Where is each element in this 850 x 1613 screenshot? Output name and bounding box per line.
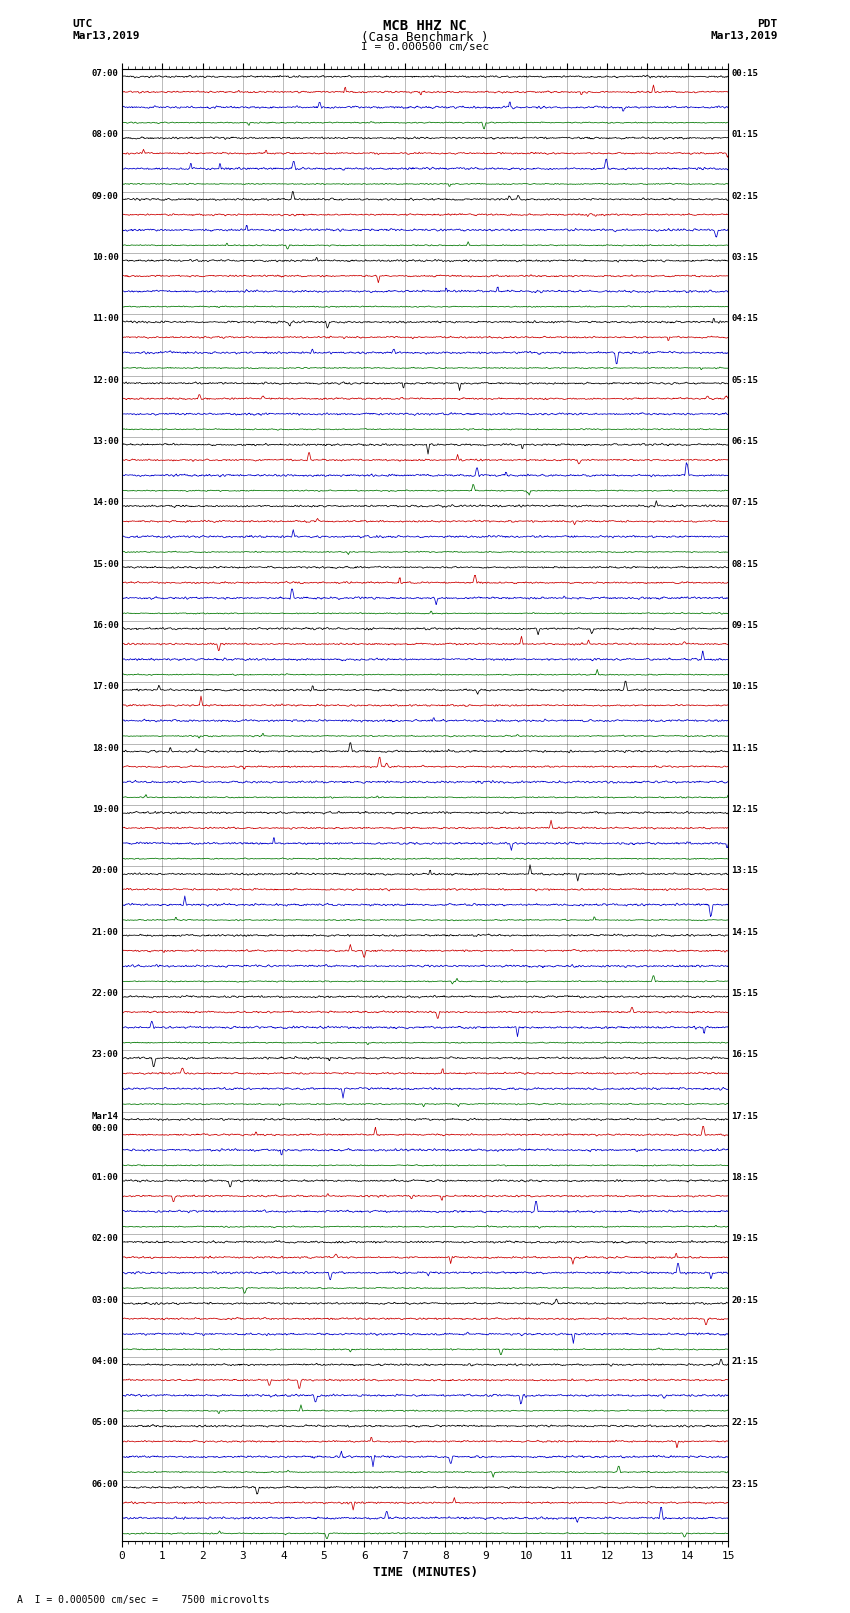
Text: 02:15: 02:15 — [731, 192, 758, 200]
Text: 16:00: 16:00 — [92, 621, 119, 631]
Text: UTC: UTC — [72, 18, 93, 29]
Text: 14:00: 14:00 — [92, 498, 119, 508]
Text: Mar13,2019: Mar13,2019 — [72, 31, 139, 40]
Text: 12:00: 12:00 — [92, 376, 119, 384]
Text: 11:00: 11:00 — [92, 315, 119, 323]
Text: 13:00: 13:00 — [92, 437, 119, 445]
Text: 16:15: 16:15 — [731, 1050, 758, 1060]
Text: 00:15: 00:15 — [731, 69, 758, 77]
Text: 13:15: 13:15 — [731, 866, 758, 876]
Text: 04:00: 04:00 — [92, 1357, 119, 1366]
Text: 15:00: 15:00 — [92, 560, 119, 569]
Text: 20:15: 20:15 — [731, 1295, 758, 1305]
Text: 05:15: 05:15 — [731, 376, 758, 384]
Text: 22:00: 22:00 — [92, 989, 119, 998]
Text: 22:15: 22:15 — [731, 1418, 758, 1428]
Text: 01:15: 01:15 — [731, 131, 758, 139]
Text: 00:00: 00:00 — [92, 1124, 119, 1132]
Text: Mar14: Mar14 — [92, 1111, 119, 1121]
Text: 09:00: 09:00 — [92, 192, 119, 200]
Text: 17:00: 17:00 — [92, 682, 119, 692]
Text: A  I = 0.000500 cm/sec =    7500 microvolts: A I = 0.000500 cm/sec = 7500 microvolts — [17, 1595, 269, 1605]
Text: 15:15: 15:15 — [731, 989, 758, 998]
Text: 08:15: 08:15 — [731, 560, 758, 569]
Text: 21:00: 21:00 — [92, 927, 119, 937]
Text: 18:00: 18:00 — [92, 744, 119, 753]
Text: 23:15: 23:15 — [731, 1479, 758, 1489]
Text: 09:15: 09:15 — [731, 621, 758, 631]
Text: 19:00: 19:00 — [92, 805, 119, 815]
Text: (Casa Benchmark ): (Casa Benchmark ) — [361, 31, 489, 44]
Text: 11:15: 11:15 — [731, 744, 758, 753]
Text: 23:00: 23:00 — [92, 1050, 119, 1060]
Text: 03:00: 03:00 — [92, 1295, 119, 1305]
Text: 20:00: 20:00 — [92, 866, 119, 876]
Text: 08:00: 08:00 — [92, 131, 119, 139]
Text: 07:15: 07:15 — [731, 498, 758, 508]
Text: 03:15: 03:15 — [731, 253, 758, 261]
Text: 05:00: 05:00 — [92, 1418, 119, 1428]
Text: 10:15: 10:15 — [731, 682, 758, 692]
Text: 19:15: 19:15 — [731, 1234, 758, 1244]
Text: 01:00: 01:00 — [92, 1173, 119, 1182]
Text: 21:15: 21:15 — [731, 1357, 758, 1366]
Text: 17:15: 17:15 — [731, 1111, 758, 1121]
Text: I = 0.000500 cm/sec: I = 0.000500 cm/sec — [361, 42, 489, 52]
Text: Mar13,2019: Mar13,2019 — [711, 31, 778, 40]
Text: 06:00: 06:00 — [92, 1479, 119, 1489]
Text: 18:15: 18:15 — [731, 1173, 758, 1182]
Text: 04:15: 04:15 — [731, 315, 758, 323]
Text: 12:15: 12:15 — [731, 805, 758, 815]
Text: 06:15: 06:15 — [731, 437, 758, 445]
Text: 10:00: 10:00 — [92, 253, 119, 261]
Text: 14:15: 14:15 — [731, 927, 758, 937]
Text: MCB HHZ NC: MCB HHZ NC — [383, 18, 467, 32]
Text: 02:00: 02:00 — [92, 1234, 119, 1244]
X-axis label: TIME (MINUTES): TIME (MINUTES) — [372, 1566, 478, 1579]
Text: 07:00: 07:00 — [92, 69, 119, 77]
Text: PDT: PDT — [757, 18, 778, 29]
